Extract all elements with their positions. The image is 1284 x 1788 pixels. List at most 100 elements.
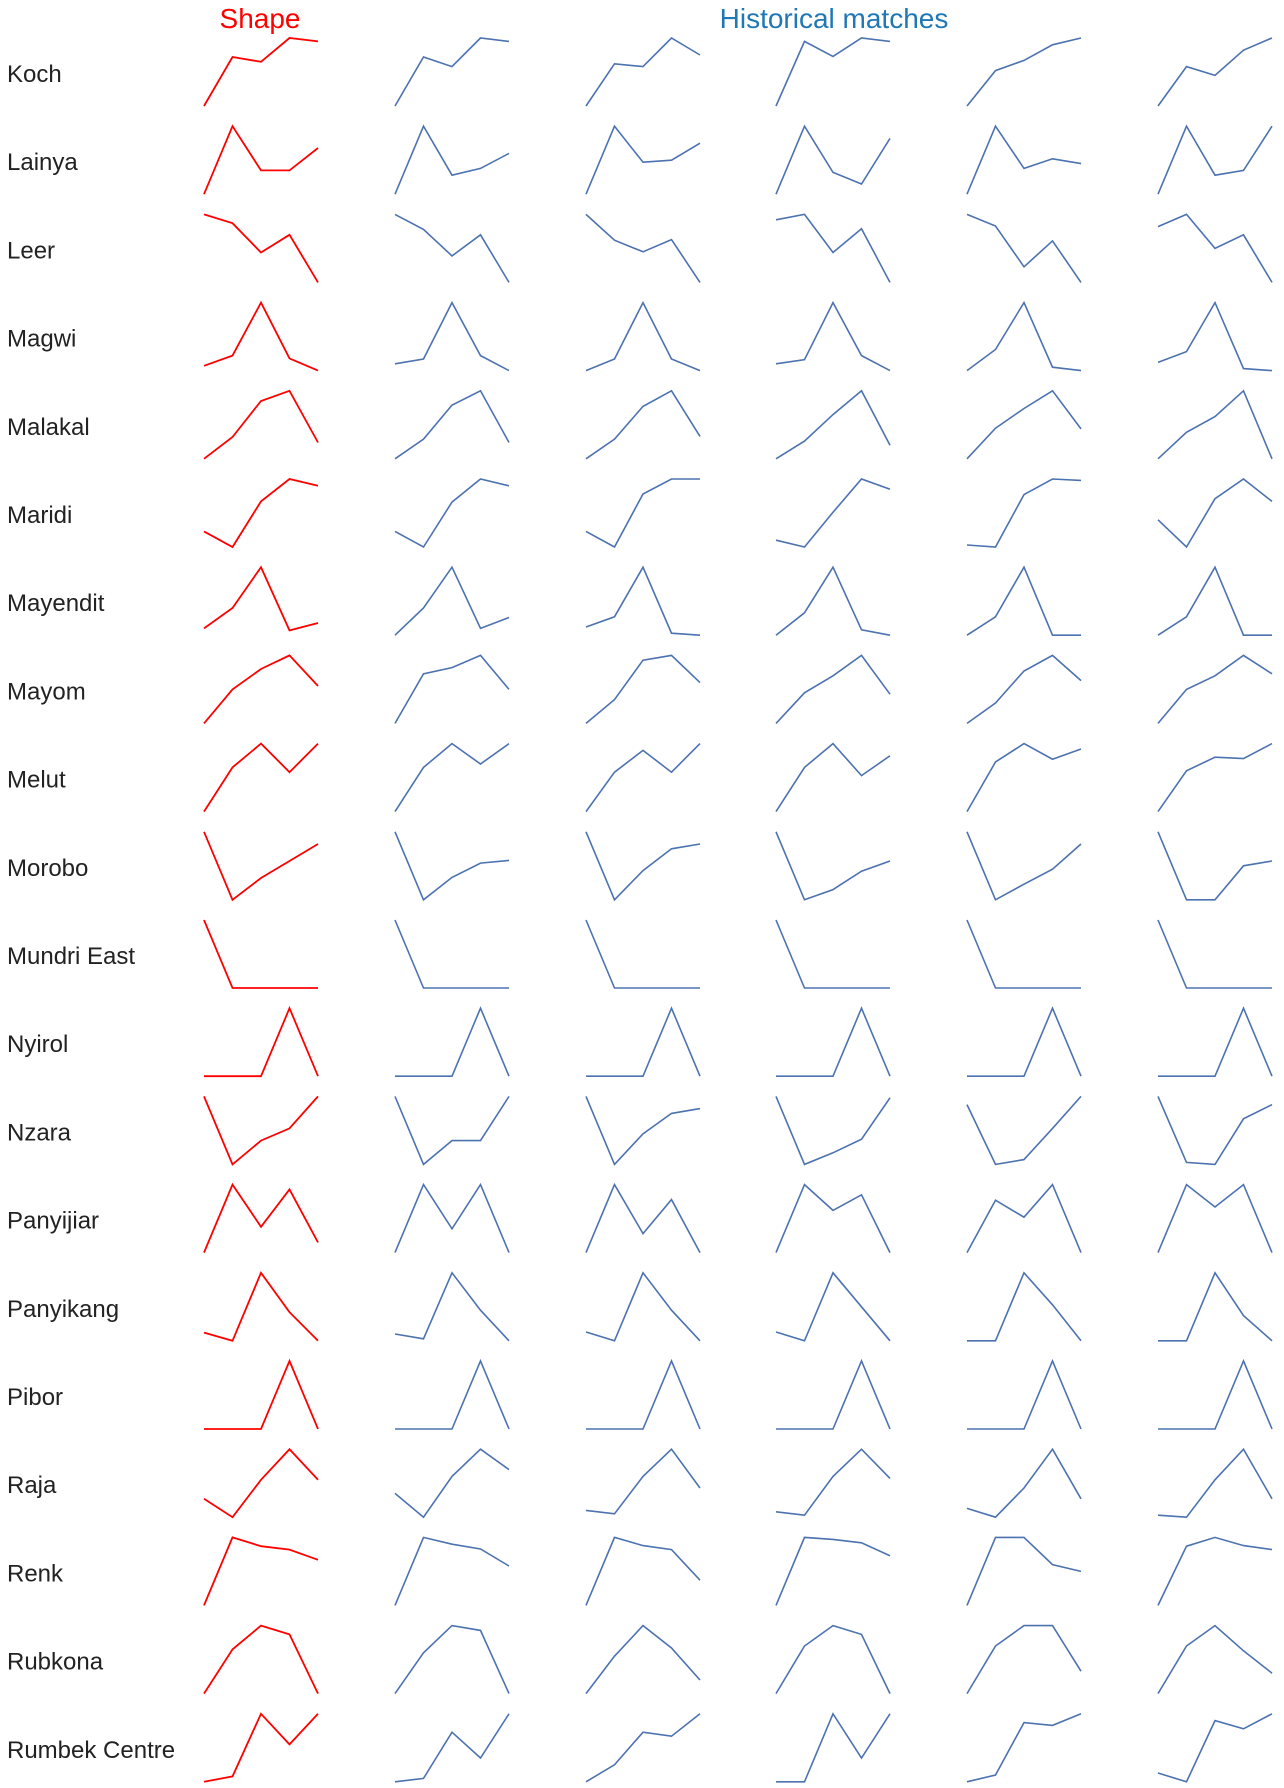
shape-sparkline bbox=[203, 300, 319, 372]
match-sparkline-2 bbox=[585, 919, 700, 989]
match-sparkline-5 bbox=[1157, 213, 1273, 283]
match-sparkline-3 bbox=[775, 300, 891, 372]
shape-sparkline bbox=[203, 1536, 319, 1606]
match-sparkline-5 bbox=[1157, 1536, 1273, 1606]
row-label: Melut bbox=[7, 767, 66, 794]
chart-row: Lainya bbox=[7, 124, 1273, 195]
match-sparkline-1 bbox=[394, 389, 510, 460]
match-sparkline-1 bbox=[394, 831, 510, 902]
shape-column-header: Shape bbox=[220, 3, 301, 34]
match-sparkline-5 bbox=[1157, 1096, 1273, 1166]
match-sparkline-3 bbox=[775, 389, 891, 460]
match-sparkline-2 bbox=[585, 124, 701, 195]
row-label: Panyijiar bbox=[7, 1208, 99, 1235]
match-sparkline-3 bbox=[776, 1358, 891, 1430]
match-sparkline-2 bbox=[585, 300, 701, 372]
match-sparkline-4 bbox=[966, 389, 1082, 460]
chart-row: Renk bbox=[7, 1536, 1273, 1606]
match-sparkline-4 bbox=[966, 1536, 1082, 1606]
match-sparkline-5 bbox=[1157, 37, 1273, 107]
row-label: Magwi bbox=[7, 326, 76, 353]
row-label: Rumbek Centre bbox=[7, 1737, 175, 1764]
match-sparkline-4 bbox=[966, 742, 1082, 812]
match-sparkline-1 bbox=[394, 1536, 510, 1606]
match-sparkline-4 bbox=[966, 1624, 1082, 1695]
match-sparkline-5 bbox=[1157, 565, 1272, 637]
match-sparkline-5 bbox=[1157, 1447, 1273, 1519]
shape-sparkline bbox=[203, 478, 319, 549]
chart-row: Rumbek Centre bbox=[7, 1712, 1273, 1783]
match-sparkline-1 bbox=[395, 1006, 510, 1077]
chart-row: Mayom bbox=[7, 654, 1273, 725]
match-sparkline-1 bbox=[394, 1713, 510, 1783]
row-label: Koch bbox=[7, 61, 62, 88]
match-sparkline-2 bbox=[585, 1271, 701, 1342]
match-sparkline-3 bbox=[775, 919, 890, 989]
match-sparkline-5 bbox=[1157, 654, 1273, 724]
match-sparkline-5 bbox=[1157, 1183, 1273, 1253]
match-sparkline-2 bbox=[585, 565, 701, 636]
match-sparkline-1 bbox=[394, 1182, 510, 1253]
row-label: Renk bbox=[7, 1560, 64, 1587]
match-sparkline-1 bbox=[394, 1448, 510, 1519]
match-sparkline-5 bbox=[1157, 478, 1273, 549]
match-sparkline-1 bbox=[394, 742, 510, 813]
sparkline-rows: Koch Lainya Leer Magwi Malakal Maridi Mayendit… bbox=[7, 36, 1273, 1783]
match-sparkline-1 bbox=[394, 300, 510, 372]
shape-sparkline bbox=[203, 742, 319, 813]
shape-sparkline bbox=[203, 1447, 319, 1519]
shape-sparkline bbox=[203, 919, 318, 989]
chart-row: Magwi bbox=[7, 300, 1273, 372]
match-sparkline-2 bbox=[585, 1447, 701, 1515]
match-sparkline-2 bbox=[585, 743, 701, 813]
match-sparkline-3 bbox=[775, 37, 891, 107]
match-sparkline-4 bbox=[966, 565, 1081, 637]
match-sparkline-3 bbox=[775, 565, 891, 636]
shape-sparkline bbox=[203, 124, 319, 195]
match-sparkline-3 bbox=[775, 1271, 891, 1342]
row-label: Rubkona bbox=[7, 1649, 104, 1676]
match-sparkline-1 bbox=[394, 565, 510, 636]
match-sparkline-3 bbox=[775, 654, 891, 724]
match-sparkline-5 bbox=[1157, 300, 1273, 372]
chart-row: Rubkona bbox=[7, 1624, 1273, 1695]
match-sparkline-3 bbox=[775, 1536, 891, 1606]
match-sparkline-1 bbox=[394, 654, 510, 724]
match-sparkline-4 bbox=[966, 654, 1082, 725]
match-sparkline-4 bbox=[967, 1358, 1082, 1430]
row-label: Raja bbox=[7, 1472, 57, 1499]
match-sparkline-1 bbox=[395, 1358, 510, 1430]
match-sparkline-1 bbox=[394, 124, 510, 195]
chart-row: Panyijiar bbox=[7, 1182, 1273, 1253]
match-sparkline-4 bbox=[966, 1713, 1082, 1783]
row-label: Lainya bbox=[7, 149, 78, 176]
match-sparkline-1 bbox=[394, 37, 510, 107]
match-sparkline-2 bbox=[585, 1096, 701, 1166]
match-sparkline-3 bbox=[776, 1006, 891, 1077]
row-label: Mayom bbox=[7, 678, 86, 705]
match-sparkline-4 bbox=[967, 1271, 1082, 1342]
chart-row: Pibor bbox=[7, 1358, 1273, 1430]
match-sparkline-2 bbox=[585, 1624, 701, 1695]
chart-row: Maridi bbox=[7, 478, 1273, 549]
match-sparkline-4 bbox=[966, 300, 1082, 372]
match-sparkline-3 bbox=[775, 1448, 891, 1517]
row-label: Morobo bbox=[7, 855, 88, 882]
match-sparkline-5 bbox=[1157, 124, 1273, 195]
row-label: Leer bbox=[7, 237, 55, 264]
match-sparkline-1 bbox=[394, 919, 509, 989]
match-sparkline-3 bbox=[776, 1712, 891, 1783]
match-sparkline-3 bbox=[775, 124, 891, 195]
historical-matches-header: Historical matches bbox=[720, 3, 949, 34]
match-sparkline-2 bbox=[585, 1713, 701, 1783]
chart-row: Mundri East bbox=[7, 919, 1272, 989]
shape-sparkline bbox=[203, 1270, 319, 1342]
match-sparkline-2 bbox=[585, 654, 701, 725]
shape-sparkline bbox=[204, 1358, 319, 1430]
row-label: Mundri East bbox=[7, 943, 135, 970]
match-sparkline-4 bbox=[966, 1095, 1082, 1166]
match-sparkline-4 bbox=[966, 478, 1082, 548]
match-sparkline-5 bbox=[1157, 389, 1273, 460]
match-sparkline-2 bbox=[585, 389, 701, 460]
match-sparkline-4 bbox=[966, 919, 1081, 989]
